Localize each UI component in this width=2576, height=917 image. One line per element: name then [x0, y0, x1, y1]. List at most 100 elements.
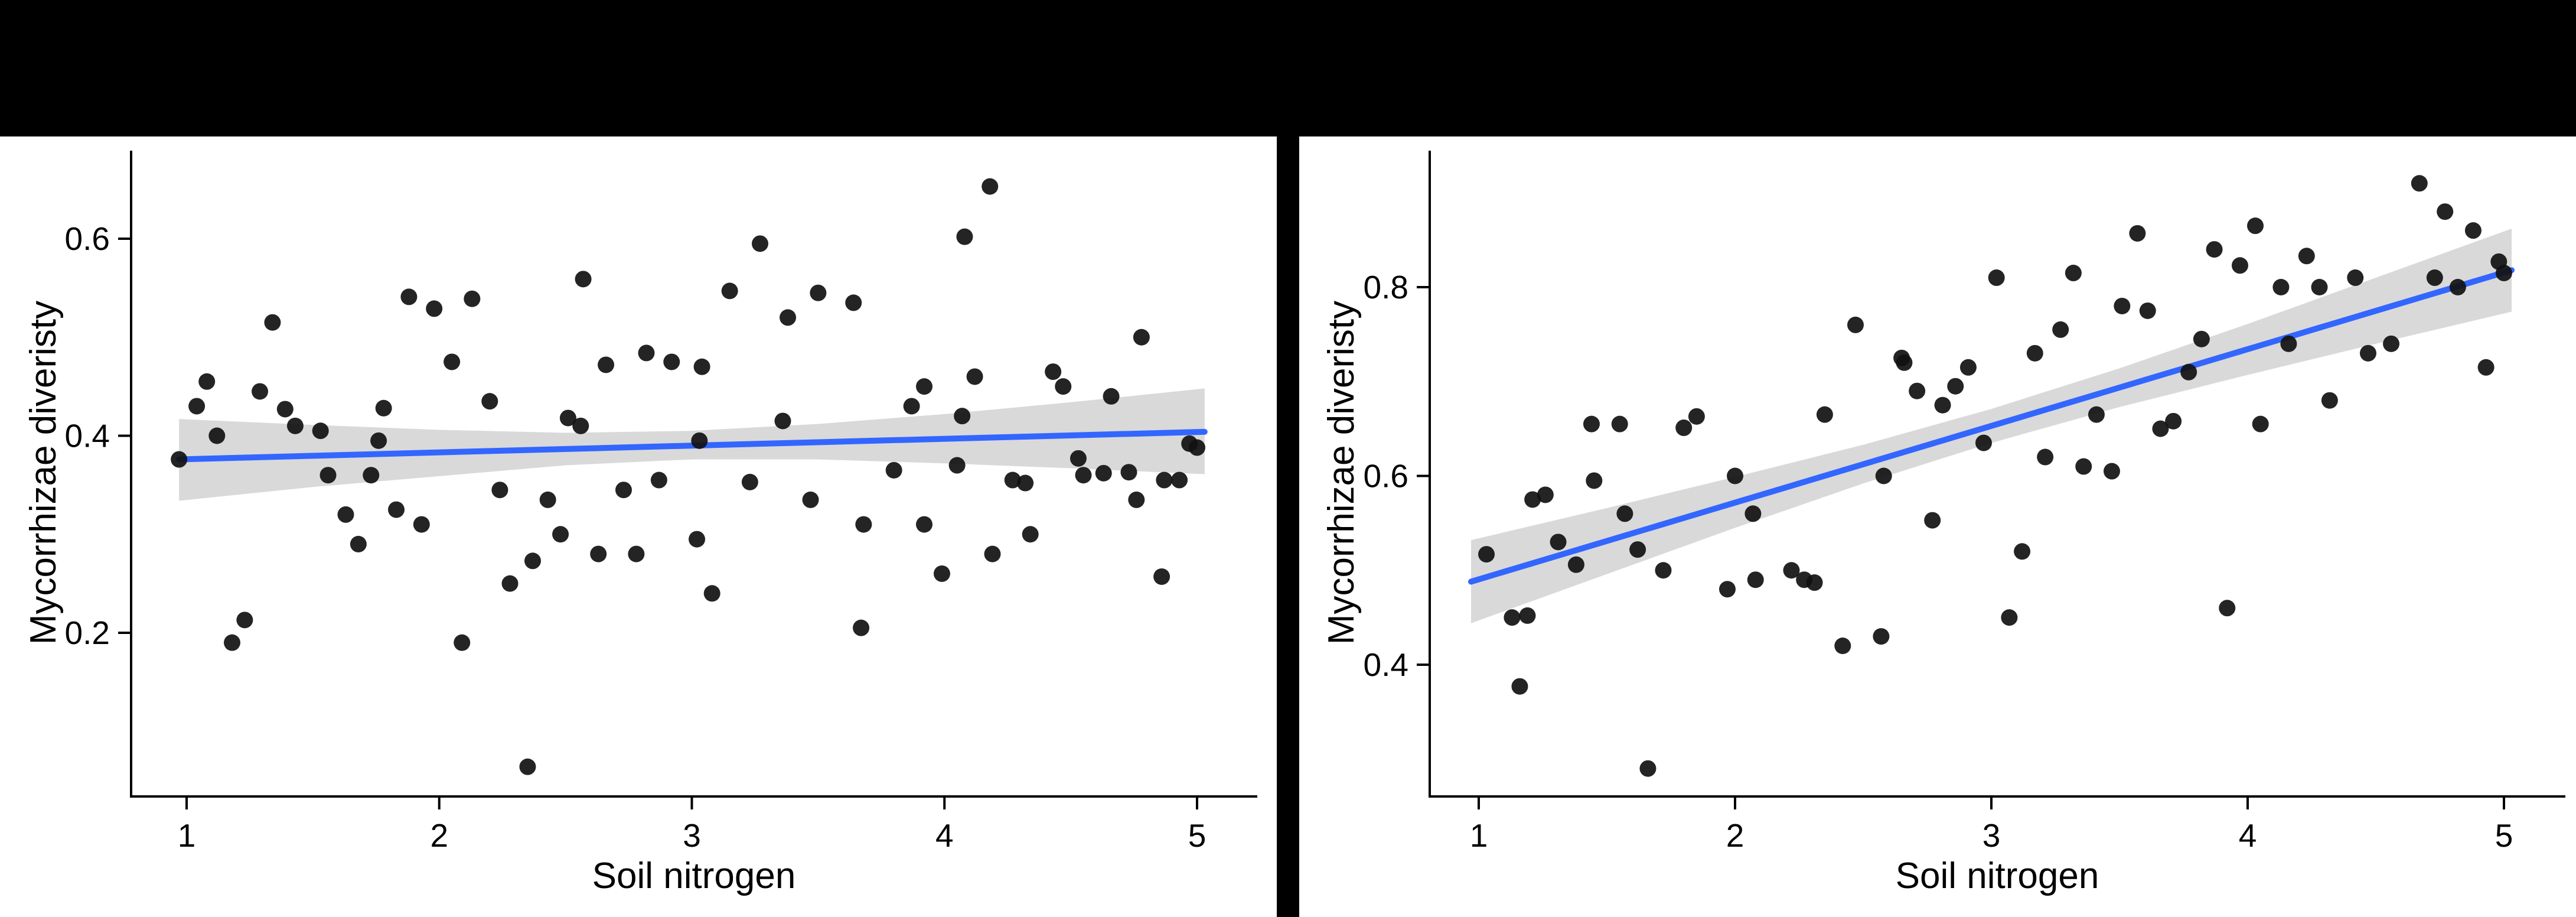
- scatter-point: [802, 491, 819, 508]
- scatter-point: [2496, 265, 2512, 282]
- right-y-axis-title: Mycorrhizae diveristy: [1321, 300, 1362, 645]
- scatter-point: [1675, 420, 1693, 437]
- scatter-point: [1022, 526, 1039, 543]
- scatter-point: [1816, 406, 1833, 423]
- scatter-point: [845, 294, 862, 311]
- scatter-point: [982, 178, 999, 195]
- scatter-point: [1896, 354, 1913, 371]
- scatter-point: [2014, 543, 2031, 560]
- scatter-point: [2231, 257, 2248, 274]
- scatter-point: [276, 401, 294, 418]
- scatter-point: [1511, 678, 1528, 695]
- scatter-point: [1934, 396, 1951, 414]
- scatter-point: [1133, 329, 1150, 346]
- scatter-point: [413, 516, 430, 533]
- y-tick-label: 0.6: [65, 220, 110, 257]
- scatter-point: [721, 282, 738, 300]
- scatter-point: [236, 612, 253, 629]
- scatter-point: [2411, 175, 2428, 192]
- scatter-point: [1567, 556, 1584, 573]
- scatter-point: [2114, 297, 2131, 314]
- scatter-point: [426, 300, 443, 317]
- scatter-point: [208, 427, 226, 444]
- scatter-point: [2252, 415, 2269, 433]
- scatter-point: [400, 288, 418, 305]
- scatter-point: [481, 393, 498, 410]
- scatter-point: [1975, 434, 1992, 451]
- y-tick-label: 0.4: [1364, 646, 1408, 683]
- scatter-point: [2449, 279, 2466, 295]
- scatter-point: [810, 284, 827, 301]
- scatter-point: [1017, 474, 1034, 492]
- scatter-point: [1959, 359, 1977, 376]
- x-tick-label: 5: [1188, 817, 1207, 854]
- scatter-point: [691, 432, 708, 449]
- scatter-point: [2437, 203, 2454, 220]
- scatter-point: [956, 228, 973, 245]
- scatter-point: [916, 516, 933, 533]
- scatter-point: [650, 471, 667, 489]
- y-tick-label: 0.4: [65, 418, 110, 454]
- right-x-axis-title: Soil nitrogen: [1895, 856, 2099, 896]
- y-tick-label: 0.2: [65, 614, 110, 651]
- scatter-point: [1611, 415, 1628, 433]
- scatter-point: [370, 432, 387, 449]
- scatter-point: [1478, 546, 1495, 563]
- scatter-point: [590, 545, 607, 562]
- scatter-point: [780, 309, 797, 326]
- scatter-point: [1153, 568, 1170, 585]
- scatter-point: [501, 575, 519, 592]
- regression-line: [176, 428, 1208, 463]
- scatter-point: [885, 461, 902, 479]
- scatter-point: [572, 417, 589, 434]
- scatter-point: [1128, 491, 1145, 508]
- scatter-point: [2052, 321, 2069, 338]
- scatter-point: [1524, 491, 1541, 508]
- x-tick-label: 3: [1982, 817, 2001, 854]
- scatter-point: [524, 552, 542, 570]
- scatter-point: [2383, 335, 2400, 352]
- scatter-point: [1055, 378, 1072, 395]
- scatter-point: [2206, 241, 2223, 258]
- scatter-point: [966, 368, 983, 385]
- scatter-point: [693, 358, 710, 375]
- scatter-point: [519, 758, 536, 775]
- scatter-point: [2065, 265, 2082, 282]
- scatter-point: [1519, 607, 1536, 624]
- scatter-point: [188, 398, 206, 415]
- scatter-point: [2272, 279, 2290, 295]
- scatter-point: [2180, 363, 2197, 381]
- scatter-point: [1095, 464, 1112, 482]
- scatter-point: [2464, 222, 2482, 239]
- scatter-point: [1988, 269, 2005, 287]
- x-tick-label: 2: [430, 817, 448, 854]
- scatter-point: [598, 356, 615, 373]
- scatter-point: [252, 383, 269, 400]
- x-tick-label: 2: [1726, 817, 1744, 854]
- scatter-point: [388, 501, 405, 518]
- scatter-point: [1075, 467, 1092, 484]
- scatter-point: [916, 378, 933, 395]
- scatter-point: [1947, 378, 1964, 395]
- scatter-point: [2139, 302, 2156, 319]
- scatter-point: [984, 545, 1001, 562]
- x-tick-label: 3: [683, 817, 701, 854]
- scatter-point: [1834, 638, 1851, 655]
- scatter-point: [933, 565, 950, 582]
- scatter-point: [954, 408, 971, 425]
- scatter-point: [552, 526, 569, 543]
- x-tick-label: 1: [1470, 817, 1488, 854]
- scatter-point: [464, 290, 481, 307]
- scatter-point: [198, 373, 216, 390]
- scatter-point: [1537, 486, 1554, 503]
- scatter-point: [855, 516, 872, 533]
- scatter-point: [2026, 344, 2043, 362]
- scatter-point: [1727, 467, 1743, 484]
- scatter-point: [1550, 534, 1567, 551]
- scatter-point: [2347, 269, 2364, 287]
- y-tick-label: 0.8: [1364, 269, 1408, 305]
- scatter-point: [1504, 609, 1521, 626]
- scatter-point: [1583, 415, 1600, 433]
